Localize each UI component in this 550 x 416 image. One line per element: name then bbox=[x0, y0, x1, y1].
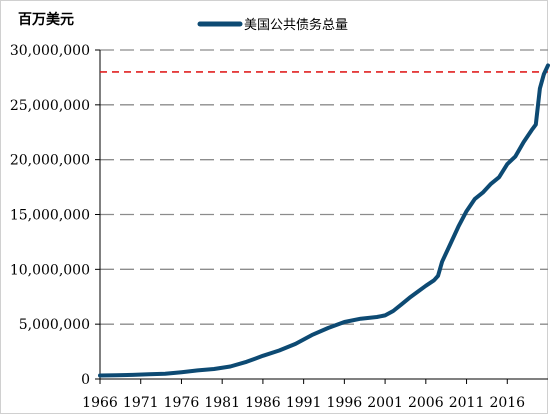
x-tick-label: 1976 bbox=[164, 395, 200, 411]
x-tick-label: 2011 bbox=[449, 395, 485, 411]
legend: 美国公共债务总量 bbox=[197, 17, 348, 33]
axis-layer bbox=[95, 49, 548, 384]
series-layer bbox=[98, 63, 550, 378]
x-tick-label: 2016 bbox=[489, 395, 525, 411]
y-tick-label: 5,000,000 bbox=[19, 317, 90, 333]
x-tick-label: 1996 bbox=[327, 395, 363, 411]
x-tick-label: 2006 bbox=[408, 395, 444, 411]
y-tick-label: 15,000,000 bbox=[10, 208, 90, 224]
x-tick-label: 1986 bbox=[245, 395, 281, 411]
x-tick-label: 1991 bbox=[286, 395, 322, 411]
x-tick-label: 2001 bbox=[367, 395, 403, 411]
y-tick-label: 20,000,000 bbox=[10, 153, 90, 169]
tick-label-layer: 0 5,000,000 10,000,000 15,000,000 20,000,000… bbox=[10, 43, 525, 411]
series-line bbox=[98, 63, 550, 378]
x-tick-label: 1981 bbox=[204, 395, 240, 411]
y-tick-label: 25,000,000 bbox=[10, 98, 90, 114]
x-tick-label: 1971 bbox=[123, 395, 159, 411]
grid-layer bbox=[100, 49, 548, 325]
y-tick-label: 0 bbox=[81, 372, 90, 388]
y-tick-label: 10,000,000 bbox=[10, 262, 90, 278]
unit-label: 百万美元 bbox=[18, 11, 74, 28]
y-tick-label: 30,000,000 bbox=[10, 43, 90, 59]
legend-label: 美国公共债务总量 bbox=[244, 17, 348, 33]
x-tick-label: 1966 bbox=[82, 395, 118, 411]
